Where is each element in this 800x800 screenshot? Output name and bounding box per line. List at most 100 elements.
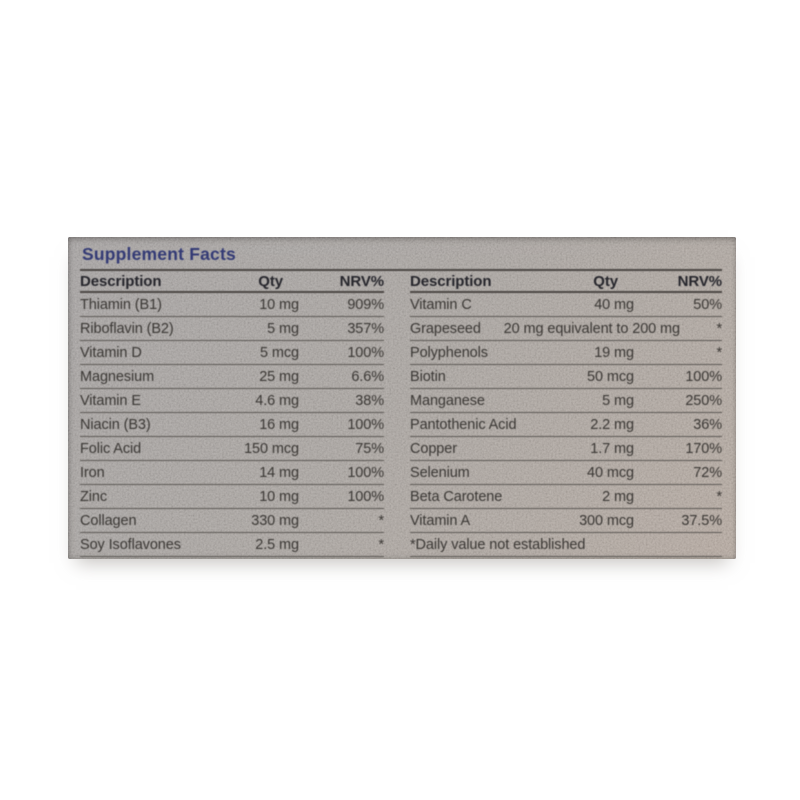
header-description: Description [80,272,162,290]
ingredient-name: Vitamin C [410,296,472,313]
facts-table-left: Description Qty NRV% Thiamin (B1) 10 mg 90… [80,271,384,557]
facts-columns: Description Qty NRV% Thiamin (B1) 10 mg 90… [80,271,722,557]
table-row: Pantothenic Acid 2.2 mg 36% [410,413,722,437]
ingredient-name: Vitamin D [80,344,142,361]
table-row: Selenium 40 mcg 72% [410,461,722,485]
ingredient-nrv: 250% [685,392,722,409]
ingredient-nrv: 6.6% [351,368,384,385]
ingredient-nrv: * [378,536,384,553]
ingredient-nrv: * [378,512,384,529]
ingredient-name: Vitamin E [80,392,141,409]
table-row: Thiamin (B1) 10 mg 909% [80,293,384,317]
table-row: Grapeseed 20 mg equivalent to 200 mg * [410,317,722,341]
ingredient-nrv: 75% [355,440,384,457]
table-row: Biotin 50 mcg 100% [410,365,722,389]
ingredient-qty: 40 mcg [587,464,634,481]
ingredient-name: Iron [80,464,105,481]
table-row: Vitamin C 40 mg 50% [410,293,722,317]
ingredient-nrv: * [716,488,722,505]
ingredient-name: Beta Carotene [410,488,503,505]
ingredient-name: Manganese [410,392,485,409]
ingredient-name: Selenium [410,464,470,481]
header-nrv: NRV% [339,272,384,290]
label-title: Supplement Facts [80,241,722,271]
ingredient-nrv: 100% [347,344,384,361]
header-qty: Qty [593,272,618,290]
header-description: Description [410,272,492,290]
table-row: Beta Carotene 2 mg * [410,485,722,509]
ingredient-qty: 10 mg [259,296,299,313]
ingredient-qty: 2.2 mg [590,416,634,433]
ingredient-qty: 20 mg equivalent to 200 mg [503,320,680,337]
ingredient-qty: 5 mg [602,392,634,409]
ingredient-name: Riboflavin (B2) [80,320,174,337]
ingredient-name: Folic Acid [80,440,142,457]
table-row: Niacin (B3) 16 mg 100% [80,413,384,437]
ingredient-nrv: 72% [693,464,722,481]
ingredient-qty: 19 mg [594,344,634,361]
ingredient-nrv: * [716,320,722,337]
ingredient-qty: 14 mg [259,464,299,481]
ingredient-nrv: 357% [347,320,384,337]
table-row: Magnesium 25 mg 6.6% [80,365,384,389]
supplement-facts-label: Supplement Facts Description Qty NRV% Th… [68,237,736,559]
ingredient-nrv: 909% [347,296,384,313]
table-rows-left: Thiamin (B1) 10 mg 909% Riboflavin (B2) 5 mg… [80,293,384,557]
ingredient-qty: 40 mg [594,296,634,313]
table-row: Soy Isoflavones 2.5 mg * [80,533,384,557]
ingredient-name: Pantothenic Acid [410,416,517,433]
ingredient-name: Copper [410,440,457,457]
ingredient-qty: 50 mcg [587,368,634,385]
ingredient-qty: 2 mg [602,488,634,505]
ingredient-nrv: 38% [355,392,384,409]
ingredient-name: Soy Isoflavones [80,536,181,553]
table-row: Vitamin D 5 mcg 100% [80,341,384,365]
ingredient-nrv: 170% [685,440,722,457]
table-rows-right: Vitamin C 40 mg 50% Grapeseed 20 mg equivale… [410,293,722,533]
ingredient-qty: 5 mcg [260,344,299,361]
header-nrv: NRV% [677,272,722,290]
table-row: Riboflavin (B2) 5 mg 357% [80,317,384,341]
ingredient-nrv: 100% [347,488,384,505]
table-row: Manganese 5 mg 250% [410,389,722,413]
ingredient-nrv: 100% [347,416,384,433]
header-qty: Qty [258,272,283,290]
ingredient-qty: 150 mcg [244,440,299,457]
ingredient-qty: 1.7 mg [590,440,634,457]
table-row: Zinc 10 mg 100% [80,485,384,509]
ingredient-name: Niacin (B3) [80,416,151,433]
ingredient-nrv: 100% [347,464,384,481]
table-row: Collagen 330 mg * [80,509,384,533]
table-row: Vitamin E 4.6 mg 38% [80,389,384,413]
daily-value-footnote: *Daily value not established [410,533,722,557]
facts-table-right: Description Qty NRV% Vitamin C 40 mg 50% Gr… [410,271,722,557]
ingredient-name: Zinc [80,488,107,505]
ingredient-qty: 10 mg [259,488,299,505]
ingredient-qty: 300 mcg [579,512,634,529]
table-row: Folic Acid 150 mcg 75% [80,437,384,461]
ingredient-qty: 2.5 mg [255,536,299,553]
ingredient-name: Grapeseed [410,320,481,337]
ingredient-name: Magnesium [80,368,155,385]
table-row: Copper 1.7 mg 170% [410,437,722,461]
table-row: Vitamin A 300 mcg 37.5% [410,509,722,533]
label-content: Supplement Facts Description Qty NRV% Th… [68,237,736,557]
ingredient-qty: 5 mg [267,320,299,337]
ingredient-nrv: 50% [693,296,722,313]
ingredient-qty: 4.6 mg [255,392,299,409]
ingredient-qty: 16 mg [259,416,299,433]
table-row: Polyphenols 19 mg * [410,341,722,365]
ingredient-nrv: 100% [685,368,722,385]
ingredient-nrv: 37.5% [681,512,722,529]
ingredient-qty: 25 mg [259,368,299,385]
ingredient-name: Vitamin A [410,512,471,529]
ingredient-name: Biotin [410,368,446,385]
ingredient-name: Polyphenols [410,344,488,361]
table-row: Iron 14 mg 100% [80,461,384,485]
ingredient-nrv: 36% [693,416,722,433]
ingredient-name: Collagen [80,512,137,529]
ingredient-qty: 330 mg [251,512,299,529]
ingredient-name: Thiamin (B1) [80,296,162,313]
ingredient-nrv: * [716,344,722,361]
